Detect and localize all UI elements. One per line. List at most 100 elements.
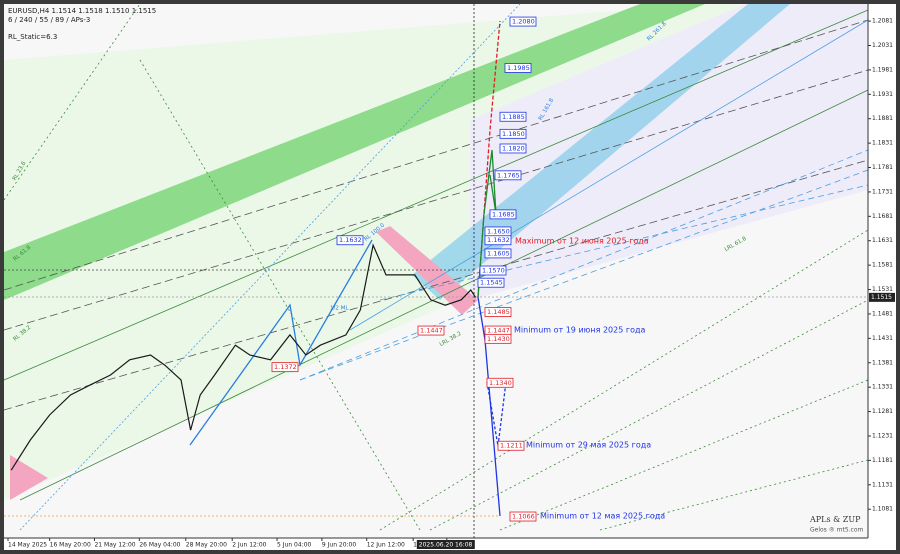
level-label: 1.1211 (500, 442, 523, 450)
channel-line (19, 89, 869, 501)
level-box (499, 143, 527, 154)
fan-line (379, 184, 869, 301)
level-label: 1.1650 (487, 227, 510, 235)
level-box (271, 362, 299, 373)
level-box (417, 325, 445, 336)
channel-line (139, 59, 421, 531)
level-box (499, 111, 527, 122)
y-tick-label: 1.1281 (872, 408, 893, 415)
y-tick-label: 1.1531 (872, 286, 893, 293)
level-box (499, 128, 527, 139)
static-label: RL_Static=6.3 (8, 33, 57, 41)
level-box (494, 170, 522, 181)
fan-line (299, 149, 869, 381)
cursor-label-bg (416, 540, 475, 549)
x-tick-label: 14 May 2025 (8, 542, 47, 549)
level-label: 1.1340 (489, 379, 512, 387)
channel-line (599, 459, 869, 531)
level-box (484, 235, 512, 246)
level-label: 1.1632 (487, 236, 510, 244)
level-box (484, 307, 512, 317)
y-tick-label: 1.1231 (872, 432, 893, 439)
level-box (479, 265, 507, 276)
fan-line (349, 19, 869, 331)
brand: APLs & ZUP (809, 515, 861, 524)
y-tick-label: 1.1181 (872, 457, 893, 464)
y-tick-label: 1.1131 (872, 481, 893, 488)
price-axis (868, 4, 896, 538)
fan-line (19, 3, 521, 531)
x-tick-label: 21 May 12:00 (94, 542, 135, 549)
symbol-line: EURUSD,H4 1.1514 1.1518 1.1510 1.1515 (8, 7, 156, 15)
y-tick-label: 1.1631 (872, 237, 893, 244)
level-label: 1.1485 (487, 308, 510, 316)
x-tick-label: 2025.06.20 16:08 (419, 542, 473, 549)
y-tick-label: 1.1331 (872, 384, 893, 391)
level-label: 1.2080 (512, 18, 535, 26)
level-box (484, 248, 512, 259)
level-box (504, 63, 532, 73)
y-tick-label: 1.2031 (872, 42, 893, 49)
level-box (509, 16, 537, 27)
level-label: 1.1570 (482, 267, 505, 275)
level-label: 1.1632 (339, 236, 362, 244)
price-line (10, 243, 477, 471)
level-label: 1.1820 (502, 144, 525, 152)
annotation: Maximum от 12 июня 2025 года (515, 237, 649, 246)
level-label: 1.1545 (480, 279, 503, 287)
pink-band (376, 226, 478, 315)
y-tick-label: 1.1381 (872, 359, 893, 366)
y-tick-label: 1.1431 (872, 335, 893, 342)
channel-line (3, 69, 869, 331)
x-tick-label: 26 May 04:00 (139, 542, 180, 549)
level-label: 1.1765 (497, 171, 520, 179)
green-band (4, 4, 705, 300)
channel-line (3, 159, 869, 411)
channel-line (3, 9, 869, 381)
level-box (484, 333, 512, 344)
level-label: 1.1447 (487, 327, 510, 335)
current-price: 1.1515 (871, 294, 892, 301)
y-tick-label: 1.1981 (872, 66, 893, 73)
level-box (336, 235, 364, 246)
level-label: 1.1885 (502, 113, 525, 121)
x-tick-label: 16 May 20:00 (50, 542, 91, 549)
level-label: 1.1066 (512, 513, 535, 521)
level-box (486, 377, 514, 388)
site: Gelos ® mt5.com (810, 527, 864, 534)
channel-line (499, 379, 869, 531)
x-tick-label: 9 Jun 20:00 (322, 542, 356, 549)
level-label: 1.1685 (492, 210, 515, 218)
small-label: 1/2 ML (330, 306, 349, 312)
channel-line (379, 229, 869, 531)
level-label: 1.1850 (502, 130, 525, 138)
level-label: 1.1372 (274, 363, 297, 371)
level-box (489, 209, 517, 220)
forecast-alt (486, 381, 507, 447)
fan-line (299, 169, 869, 381)
y-tick-label: 1.1581 (872, 262, 893, 269)
annotation: Minimum от 19 июня 2025 года (514, 326, 645, 335)
x-tick-label: 2 Jun 12:00 (232, 542, 266, 549)
y-tick-label: 1.1781 (872, 164, 893, 171)
blue-band (412, 4, 790, 300)
y-tick-label: 1.1731 (872, 188, 893, 195)
annotation: Minimum от 12 мая 2025 года (540, 512, 665, 521)
level-box (477, 277, 505, 288)
y-tick-label: 1.1081 (872, 506, 893, 513)
level-label: 1.1447 (420, 327, 443, 335)
y-tick-label: 1.1931 (872, 91, 893, 98)
level-box (497, 440, 525, 451)
channel-line (3, 19, 869, 291)
params: 6 / 240 / 55 / 89 / APs-3 (8, 16, 90, 24)
y-tick-label: 1.1881 (872, 115, 893, 122)
y-tick-label: 1.1681 (872, 213, 893, 220)
lavender-zone (470, 4, 868, 300)
y-tick-label: 1.1481 (872, 310, 893, 317)
x-tick-label: 5 Jun 04:00 (277, 542, 311, 549)
x-tick-label: 28 May 20:00 (186, 542, 227, 549)
y-tick-label: 1.2081 (872, 18, 893, 25)
level-label: 1.1605 (487, 249, 510, 257)
